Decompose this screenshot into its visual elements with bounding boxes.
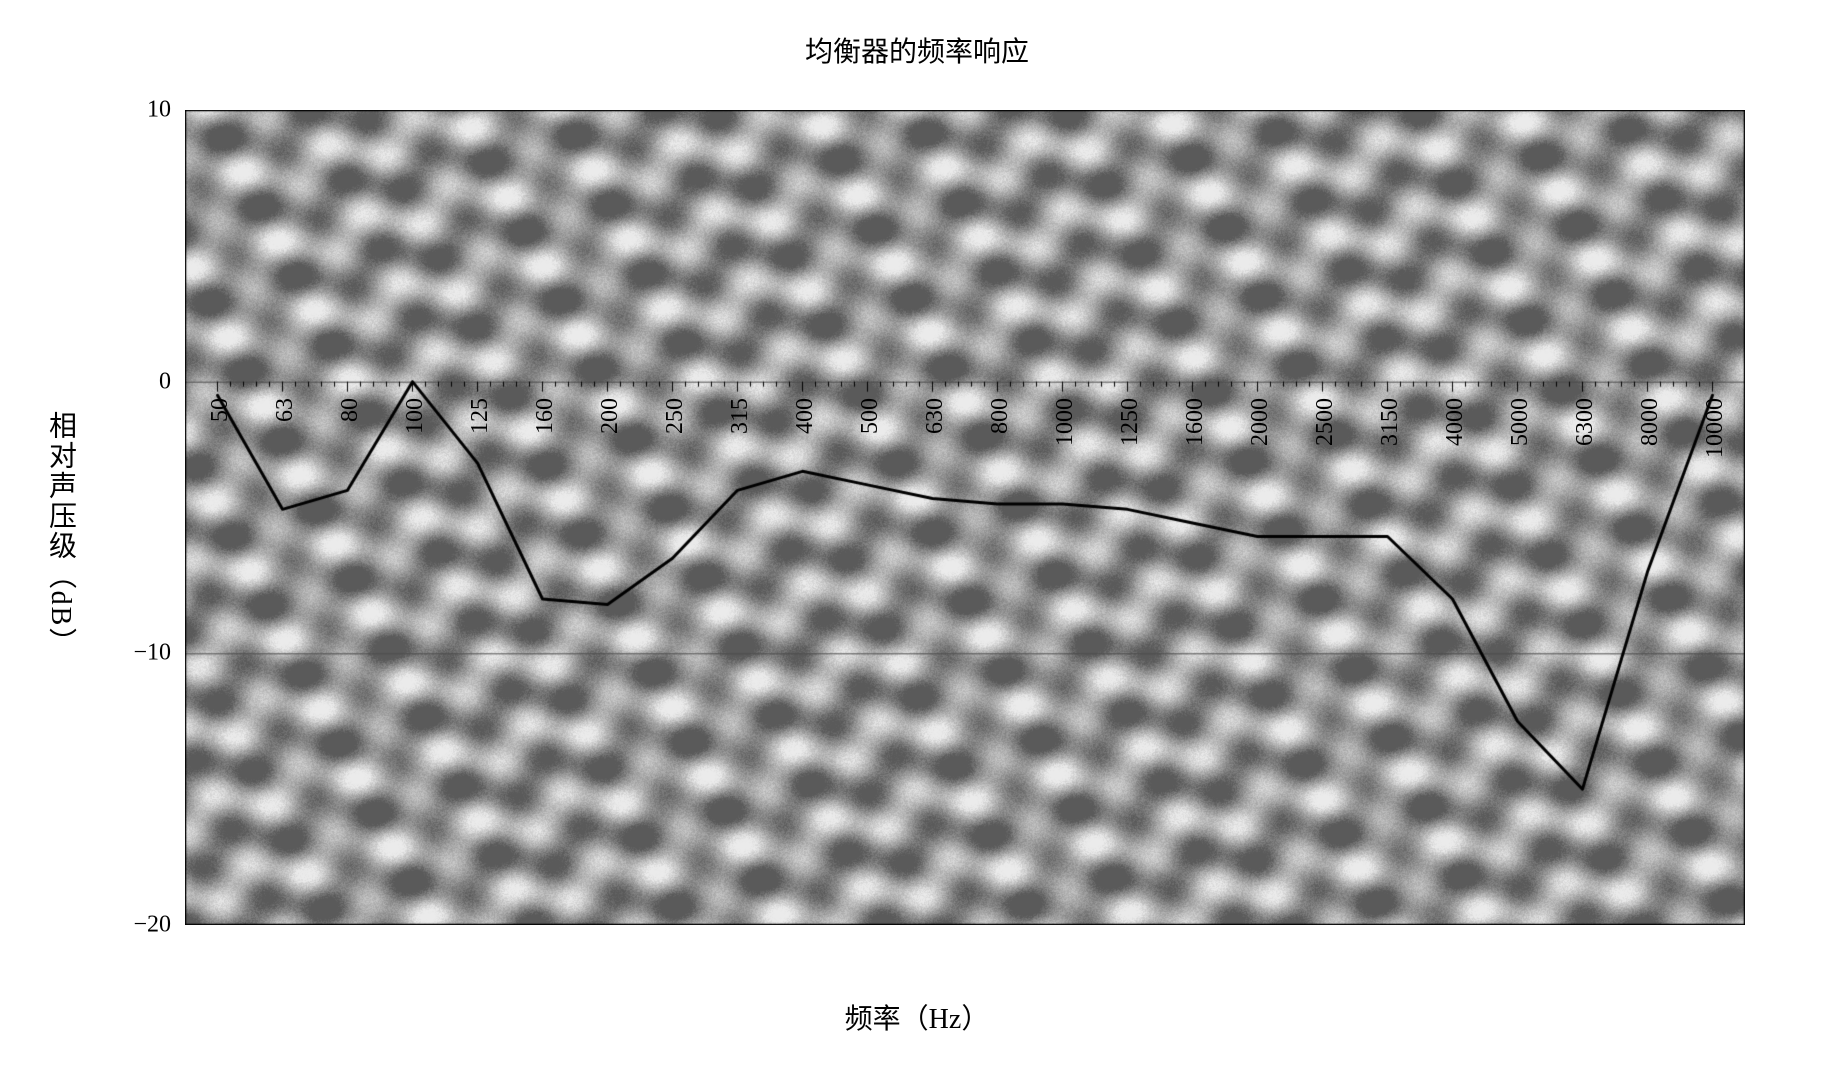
xtick-label: 250 — [662, 398, 689, 434]
xtick-label: 8000 — [1637, 398, 1664, 446]
chart-title: 均衡器的频率响应 — [0, 30, 1834, 70]
xtick-label: 160 — [532, 398, 559, 434]
y-axis-label: 相对声压级（dB） — [40, 410, 80, 657]
xtick-label: 80 — [337, 398, 364, 422]
xtick-label: 4000 — [1442, 398, 1469, 446]
xtick-label: 2000 — [1247, 398, 1274, 446]
xtick-label: 630 — [922, 398, 949, 434]
ytick-label: −20 — [133, 912, 185, 939]
xtick-label: 1000 — [1052, 398, 1079, 446]
xtick-label: 100 — [402, 398, 429, 434]
ytick-label: −10 — [133, 640, 185, 667]
xtick-label: 315 — [727, 398, 754, 434]
xtick-label: 400 — [792, 398, 819, 434]
xtick-label: 2500 — [1312, 398, 1339, 446]
chart-canvas — [185, 110, 1745, 925]
xtick-label: 5000 — [1507, 398, 1534, 446]
plot-area: −20−10010 506380100125160200250315400500… — [185, 110, 1745, 925]
xtick-label: 3150 — [1377, 398, 1404, 446]
x-axis-label: 频率（Hz） — [0, 997, 1834, 1037]
xtick-label: 1600 — [1182, 398, 1209, 446]
xtick-label: 800 — [987, 398, 1014, 434]
xtick-label: 6300 — [1572, 398, 1599, 446]
xtick-label: 500 — [857, 398, 884, 434]
xtick-label: 1250 — [1117, 398, 1144, 446]
ytick-label: 0 — [159, 368, 185, 395]
xtick-label: 125 — [467, 398, 494, 434]
xtick-label: 10000 — [1702, 398, 1729, 458]
xtick-label: 63 — [272, 398, 299, 422]
xtick-label: 50 — [207, 398, 234, 422]
ytick-label: 10 — [147, 97, 185, 124]
xtick-label: 200 — [597, 398, 624, 434]
